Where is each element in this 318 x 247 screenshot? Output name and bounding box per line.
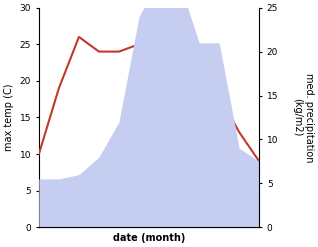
Y-axis label: med. precipitation
(kg/m2): med. precipitation (kg/m2) — [292, 73, 314, 162]
Y-axis label: max temp (C): max temp (C) — [4, 84, 14, 151]
X-axis label: date (month): date (month) — [113, 233, 185, 243]
